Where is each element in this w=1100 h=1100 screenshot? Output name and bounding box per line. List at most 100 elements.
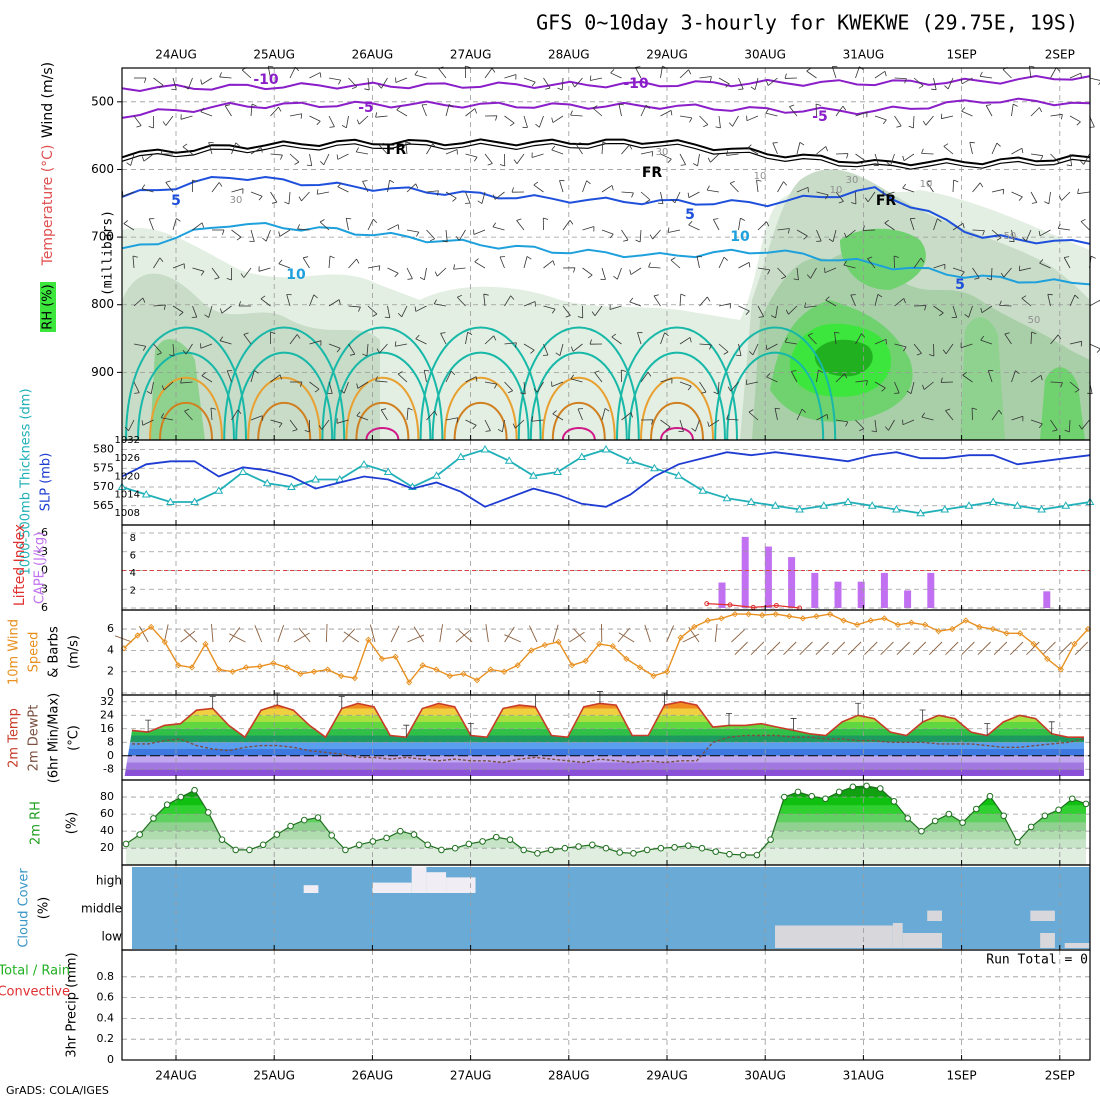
rh2m-marker <box>177 793 185 801</box>
wind-speed-marker <box>867 617 874 624</box>
wind-barb <box>387 305 391 318</box>
wind-barb <box>640 191 651 201</box>
wind-barb-feather <box>176 218 181 222</box>
wind-barb <box>1061 191 1071 201</box>
top-day-label: 1SEP <box>947 48 977 62</box>
wind-barb <box>855 111 868 117</box>
wind-barb-feather <box>389 179 395 183</box>
wind-barb <box>465 108 476 117</box>
wind-barb <box>133 115 142 126</box>
wind-barb <box>172 218 177 231</box>
wind-barb <box>539 115 544 128</box>
temp-label: (°C) <box>67 725 82 751</box>
wind-tick-label: 0 <box>107 686 114 699</box>
thickness-marker <box>819 501 829 509</box>
temperature-contour-label: -10 <box>623 76 649 92</box>
wind-barb-feather <box>803 235 808 240</box>
rh2m-marker <box>822 795 829 803</box>
wind-barb <box>766 343 778 350</box>
rh-contour-label: 10 <box>830 185 843 196</box>
wind-barb <box>323 153 330 165</box>
pressure-tick-label: 700 <box>91 230 114 244</box>
wind-barb-feather <box>314 388 320 393</box>
wind-barb-feather <box>210 407 216 410</box>
wind-barb <box>1030 107 1040 117</box>
wind-barb <box>1011 415 1024 421</box>
wind-barb <box>707 189 720 193</box>
wind-barb <box>224 105 232 117</box>
wind-barb-feather <box>725 83 730 88</box>
wind-barb <box>309 294 315 307</box>
wind-barb <box>757 305 764 317</box>
wind-barb-feather <box>940 113 943 119</box>
isotherm-warm-loop <box>529 351 628 441</box>
cloud-layer-label: middle <box>81 902 122 916</box>
wind-barb-feather <box>124 426 129 431</box>
wind-barb-feather <box>670 110 673 116</box>
wind-barb-feather <box>260 147 263 153</box>
rh2m-marker <box>150 815 157 822</box>
wind-speed-marker <box>487 666 494 673</box>
wind-barb-feather <box>864 197 869 203</box>
rh-color-band <box>126 814 1086 823</box>
rh2m-marker <box>300 816 308 824</box>
wind-barb <box>132 256 135 269</box>
wind-barb <box>523 77 536 83</box>
wind-barb <box>514 419 525 429</box>
wind-barb <box>640 151 653 155</box>
wind-speed-marker <box>446 672 453 680</box>
isotherm-warm-loop <box>726 351 825 441</box>
wind-barb-feather <box>1047 293 1053 296</box>
rh2m-marker <box>986 792 994 800</box>
wind-barb-feather <box>766 80 769 86</box>
wind-barb-feather <box>667 158 672 163</box>
wind-barb <box>1081 419 1090 430</box>
wind10m-barb <box>912 641 927 656</box>
wind-barb-feather <box>394 272 399 278</box>
wind-barb <box>523 301 536 307</box>
wind-barb-feather <box>329 126 335 128</box>
temp-label: 2m DewPt <box>27 705 42 772</box>
wind10m-barb <box>815 641 829 656</box>
temp-color-band <box>124 708 1084 716</box>
wind10m-barb <box>896 641 910 656</box>
wind-barb-feather <box>477 200 483 204</box>
wind-barb-feather <box>846 153 849 159</box>
wind-barb <box>211 182 220 193</box>
rh2m-marker <box>1041 812 1049 820</box>
wind-barb-feather <box>881 387 886 392</box>
temp-minmax-whisker <box>1048 721 1055 734</box>
wind-barb <box>396 109 408 117</box>
wind-barb <box>1080 221 1090 231</box>
wind-barb-feather <box>828 238 834 242</box>
wind10m-barb <box>455 630 471 643</box>
wind10m-barb <box>228 627 241 643</box>
wind-barb-feather <box>653 294 659 297</box>
wind-barb-feather <box>635 239 641 243</box>
isotherm-warm-loop <box>247 376 322 441</box>
wind-barb <box>816 370 819 383</box>
wind-barb <box>730 381 739 392</box>
wind-barb-feather <box>745 379 748 385</box>
wind-barb <box>617 267 622 280</box>
wind-barb <box>660 153 672 160</box>
wind-barb <box>850 294 856 307</box>
wind-barb <box>1030 191 1038 203</box>
wind-barb-feather <box>587 274 593 279</box>
wind10m-barb <box>413 626 424 643</box>
thickness-marker <box>625 456 635 464</box>
wind-barb-feather <box>474 108 477 114</box>
wind-barb-feather <box>631 192 634 198</box>
wind-barb <box>348 305 361 308</box>
wind-barb <box>1047 294 1051 307</box>
rh2m-marker <box>931 817 939 825</box>
wind-barb-feather <box>1018 196 1023 201</box>
wind-barb <box>421 104 427 117</box>
wind10m-barb <box>325 623 328 643</box>
wind-barb-feather <box>1015 370 1020 375</box>
wind-speed-marker <box>215 666 223 673</box>
wind-barb <box>1050 419 1058 431</box>
ua-ylabel: (millibars) <box>101 210 116 296</box>
wind-speed-marker <box>161 638 168 645</box>
